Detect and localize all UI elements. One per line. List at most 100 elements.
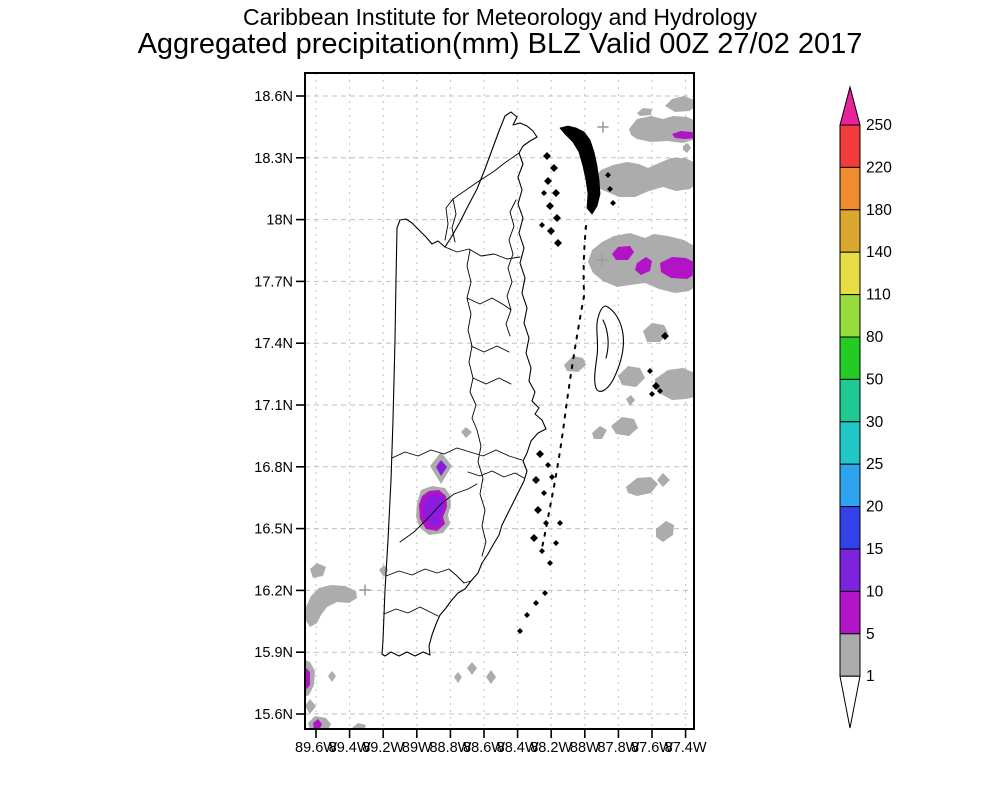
colorbar-label: 140	[866, 244, 892, 261]
precip-patch-1-5	[310, 563, 326, 578]
lon-tick-label: 87.8W	[597, 740, 639, 756]
precip-patch-5-10	[313, 719, 322, 729]
turneffe-atoll	[594, 305, 624, 392]
precip-patch-1-5	[656, 521, 674, 542]
precip-patch-1-5	[461, 427, 472, 438]
colorbar-segment	[839, 378, 861, 423]
lat-tick-label: 16.8N	[254, 460, 293, 476]
lon-tick-label: 88.6W	[463, 740, 505, 756]
precip-patch-1-5	[592, 426, 607, 439]
lat-tick-label: 16.5N	[254, 522, 293, 538]
precip-patch-1-5	[655, 368, 694, 400]
ambergris-caye	[559, 125, 601, 215]
lon-tick-label: 88W	[570, 740, 600, 756]
precip-patch-1-5	[328, 671, 336, 682]
lat-tick-label: 18.3N	[254, 151, 293, 167]
page-title: Caribbean Institute for Meteorology and …	[243, 4, 757, 30]
precip-patch-1-5	[637, 108, 652, 116]
page-subtitle: Aggregated precipitation(mm) BLZ Valid 0…	[137, 28, 863, 60]
precip-patch-5-10	[672, 131, 694, 139]
colorbar-segment	[839, 294, 861, 338]
lon-tick-label: 89.6W	[295, 740, 337, 756]
colorbar-label: 25	[866, 456, 883, 473]
precip-patch-1-5	[643, 323, 668, 342]
cayes-dots	[517, 152, 669, 634]
colorbar-segment	[839, 421, 861, 465]
lon-tick-label: 88.4W	[497, 740, 539, 756]
precip-patch-1-5	[352, 723, 366, 729]
lon-tick-label: 87.6W	[631, 740, 673, 756]
belize-outline	[381, 111, 547, 657]
precip-patch-1-5	[305, 585, 357, 627]
colorbar-segment	[839, 166, 861, 211]
lat-tick-label: 17.4N	[254, 336, 293, 352]
precip-patch-10-15	[436, 460, 447, 476]
precip-patch-5-10	[305, 667, 310, 691]
precip-patch-5-10	[660, 257, 694, 279]
lat-tick-label: 15.9N	[254, 645, 293, 661]
colorbar-label: 220	[866, 159, 892, 176]
station-cross-markers	[359, 121, 609, 596]
lat-tick-label: 15.6N	[254, 707, 293, 723]
lon-tick-label: 89W	[402, 740, 432, 756]
colorbar-label: 250	[866, 117, 892, 134]
precip-patch-10-15	[423, 494, 444, 527]
colorbar-segment	[839, 548, 861, 592]
colorbar-segment	[839, 209, 861, 253]
lon-tick-label: 88.2W	[530, 740, 572, 756]
axes-layer: 18.6N 18.3N 18N 17.7N 17.4N 17.1N 16.8N 16.5N 16…	[254, 72, 707, 756]
precip-patch-1-5	[486, 670, 496, 684]
colorbar-label: 1	[866, 668, 875, 685]
colorbar-label: 50	[866, 371, 884, 388]
colorbar-label: 110	[866, 287, 891, 304]
geography-layer	[359, 111, 669, 657]
colorbar-segment	[839, 251, 861, 296]
colorbar-label: 30	[866, 414, 884, 431]
precip-patch-1-5	[665, 96, 694, 112]
precip-patch-1-5	[626, 395, 635, 406]
precip-patch-1-5	[683, 143, 691, 153]
colorbar-segment	[839, 506, 861, 550]
colorbar-label: 5	[866, 626, 875, 643]
colorbar-label: 20	[866, 499, 884, 516]
map-frame	[304, 72, 695, 730]
colorbar-label: 180	[866, 202, 892, 219]
lat-tick-label: 17.1N	[254, 398, 293, 414]
colorbar-below-min-arrow	[839, 675, 861, 729]
colorbar-segment	[839, 633, 861, 677]
lon-tick-label: 87.4W	[665, 740, 707, 756]
precip-patch-1-5	[305, 699, 316, 714]
precip-patch-1-5	[657, 473, 670, 487]
colorbar-segment	[839, 336, 861, 380]
precip-patch-5-10	[635, 257, 652, 275]
lat-tick-label: 16.2N	[254, 583, 293, 599]
lon-tick-label: 88.8W	[429, 740, 471, 756]
precip-patch-1-5	[626, 477, 658, 496]
precipitation-shading	[305, 96, 694, 729]
colorbar-segment	[839, 463, 861, 508]
precip-patch-1-5	[379, 565, 388, 577]
lon-tick-label: 89.2W	[362, 740, 404, 756]
lon-tick-label: 89.4W	[329, 740, 371, 756]
precip-patch-5-10	[612, 246, 634, 260]
barrier-reef	[541, 225, 587, 549]
precip-patch-1-5	[594, 158, 694, 197]
precip-patch-1-5	[467, 662, 477, 675]
lat-tick-label: 18.6N	[254, 89, 293, 105]
colorbar-label: 80	[866, 329, 884, 346]
colorbar-label: 10	[866, 583, 884, 600]
colorbar-segment	[839, 590, 861, 635]
precip-patch-1-5	[564, 356, 586, 372]
district-boundaries	[383, 152, 525, 617]
precip-patch-1-5	[629, 116, 694, 143]
colorbar-segment	[839, 124, 861, 168]
lat-tick-label: 17.7N	[254, 274, 293, 290]
precip-patch-1-5	[611, 417, 638, 436]
colorbar: 250 220 180 140 110 80 50 30 25 20 15 10 5 1	[839, 85, 892, 729]
precip-patch-1-5	[454, 672, 462, 683]
lat-tick-label: 18N	[266, 213, 293, 229]
precip-patch-1-5	[618, 366, 645, 387]
colorbar-above-max-arrow	[839, 85, 861, 126]
